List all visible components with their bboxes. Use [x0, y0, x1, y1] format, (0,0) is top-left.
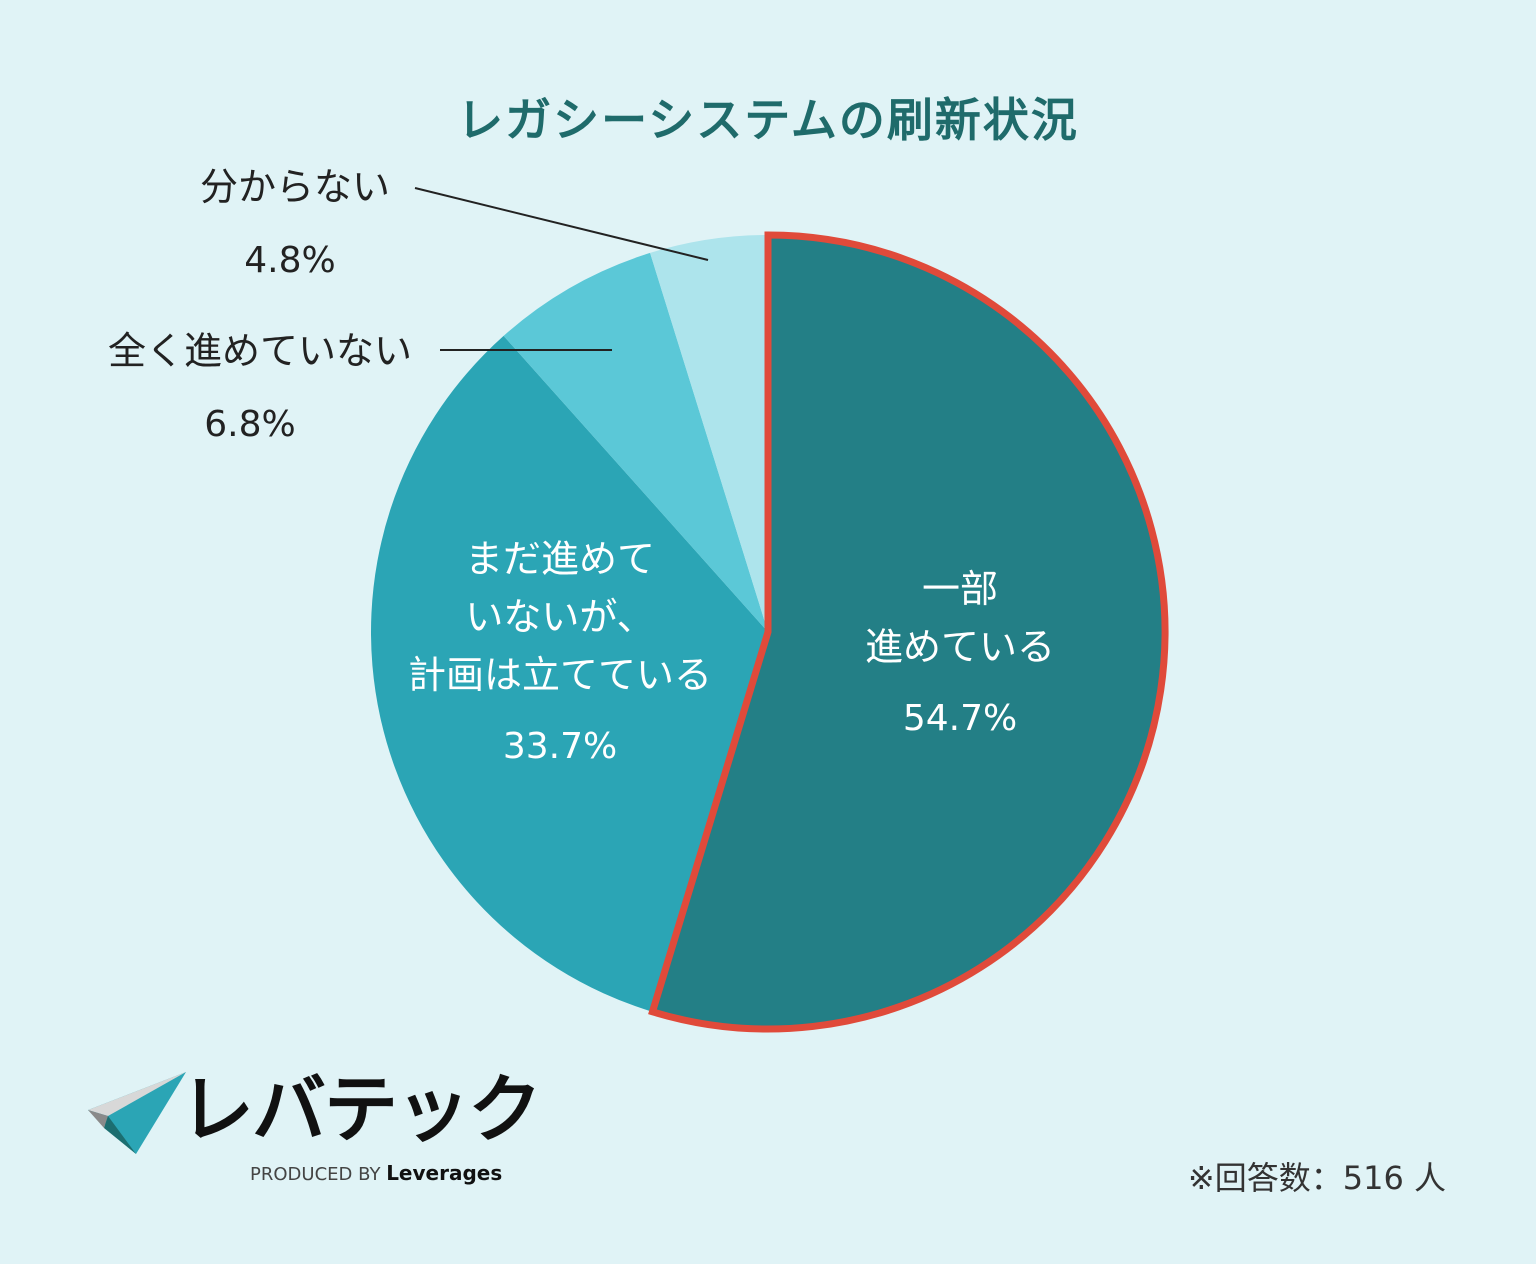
pie-slice-0	[648, 231, 1169, 1033]
data-label: 54.7%	[902, 698, 1018, 739]
slice-label-planned: まだ進めて いないが、 計画は立てている 33.7%	[370, 530, 750, 776]
levtech-logo-icon	[88, 1072, 186, 1154]
pie-slice-1	[371, 335, 768, 1012]
chart-title: レガシーシステムの刷新状況	[457, 93, 1079, 147]
label-line: 一部	[921, 567, 998, 611]
slice-label-unknown: 分からない 4.8%	[170, 158, 420, 290]
produced-by: PRODUCED BY Leverages	[250, 1160, 502, 1188]
data-label: 33.7%	[502, 726, 618, 767]
label-line: 進めている	[864, 625, 1055, 669]
data-label: 6.8%	[204, 404, 296, 445]
respondent-count-note: ※回答数：516 人	[1187, 1159, 1446, 1197]
data-label: 4.8%	[244, 240, 336, 281]
label-line: まだ進めて	[464, 537, 655, 581]
company-name: Leverages	[386, 1161, 503, 1185]
brand-logo-text: レバテック	[180, 1067, 542, 1153]
pie-slice-2	[503, 252, 768, 633]
pie-slice-3	[650, 235, 768, 632]
slice-label-not-at-all: 全く進めていない 6.8%	[70, 322, 450, 454]
slice-label-partial: 一部 進めている 54.7%	[820, 560, 1100, 748]
leader-line-unknown	[414, 187, 709, 261]
label-line: 全く進めていない	[107, 329, 412, 373]
label-line: 分からない	[199, 165, 390, 209]
label-line: いないが、	[465, 595, 655, 639]
produced-by-text: PRODUCED BY	[250, 1164, 381, 1185]
label-line: 計画は立てている	[407, 653, 712, 697]
